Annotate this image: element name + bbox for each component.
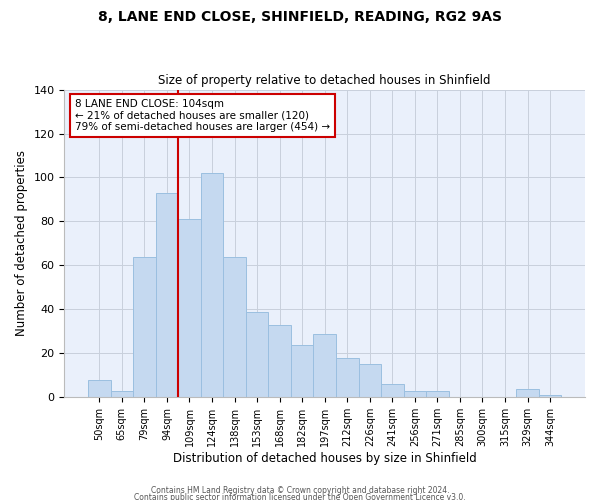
Title: Size of property relative to detached houses in Shinfield: Size of property relative to detached ho… bbox=[158, 74, 491, 87]
Text: Contains public sector information licensed under the Open Government Licence v3: Contains public sector information licen… bbox=[134, 494, 466, 500]
Bar bbox=[426, 391, 449, 398]
Bar bbox=[88, 380, 110, 398]
Bar bbox=[155, 193, 178, 398]
Bar bbox=[246, 312, 268, 398]
Text: Contains HM Land Registry data © Crown copyright and database right 2024.: Contains HM Land Registry data © Crown c… bbox=[151, 486, 449, 495]
Bar bbox=[313, 334, 336, 398]
Bar bbox=[336, 358, 359, 398]
Bar bbox=[178, 220, 201, 398]
Text: 8 LANE END CLOSE: 104sqm
← 21% of detached houses are smaller (120)
79% of semi-: 8 LANE END CLOSE: 104sqm ← 21% of detach… bbox=[75, 99, 330, 132]
X-axis label: Distribution of detached houses by size in Shinfield: Distribution of detached houses by size … bbox=[173, 452, 476, 465]
Bar bbox=[539, 395, 562, 398]
Bar bbox=[268, 325, 291, 398]
Bar bbox=[359, 364, 381, 398]
Text: 8, LANE END CLOSE, SHINFIELD, READING, RG2 9AS: 8, LANE END CLOSE, SHINFIELD, READING, R… bbox=[98, 10, 502, 24]
Y-axis label: Number of detached properties: Number of detached properties bbox=[15, 150, 28, 336]
Bar bbox=[110, 391, 133, 398]
Bar bbox=[201, 173, 223, 398]
Bar bbox=[404, 391, 426, 398]
Bar bbox=[223, 256, 246, 398]
Bar bbox=[133, 256, 155, 398]
Bar bbox=[516, 388, 539, 398]
Bar bbox=[381, 384, 404, 398]
Bar bbox=[291, 344, 313, 398]
